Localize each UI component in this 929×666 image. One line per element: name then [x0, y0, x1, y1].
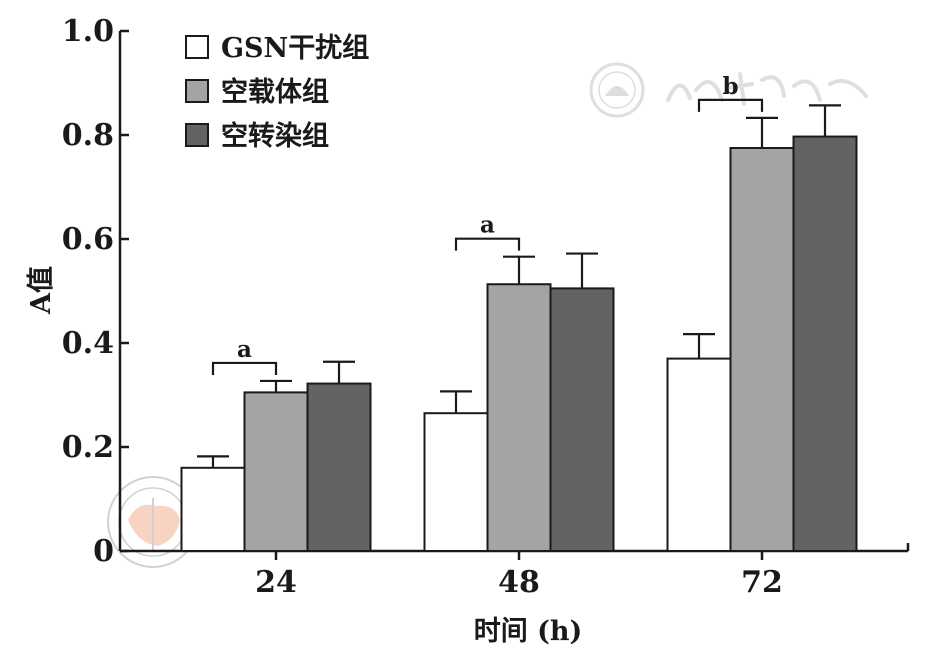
- y-tick-label: 0.8: [62, 118, 114, 153]
- plot-area: 0 0.2 0.4 0.6 0.8 1.0 24 a 48 a 72 b: [62, 14, 910, 600]
- legend-swatch-gsn: [185, 35, 209, 59]
- legend-label-empty-vector: 空载体组: [221, 76, 329, 108]
- significance-label: b: [722, 73, 738, 100]
- x-tick-label: 24: [255, 565, 297, 600]
- significance-label: a: [480, 212, 495, 239]
- x-axis-title: 时间 (h): [474, 616, 583, 647]
- significance-bracket: [697, 98, 764, 112]
- y-tick-label: 0: [93, 534, 114, 569]
- legend-item-empty-vector: 空载体组: [185, 76, 329, 108]
- watermark-seal-top: [589, 62, 645, 118]
- legend-swatch-mock-transfection: [185, 123, 209, 147]
- bar: [180, 466, 246, 552]
- y-tick-label: 0.4: [62, 326, 114, 361]
- significance-label: a: [237, 336, 252, 363]
- watermark-text-top: [666, 72, 868, 106]
- legend-label-gsn: GSN干扰组: [221, 32, 369, 64]
- legend-label-mock-transfection: 空转染组: [221, 120, 329, 152]
- legend-swatch-empty-vector: [185, 79, 209, 103]
- x-tick-label: 48: [498, 565, 540, 600]
- legend-item-mock-transfection: 空转染组: [185, 120, 329, 152]
- x-tick-label: 72: [741, 565, 783, 600]
- bar: [666, 357, 732, 552]
- bar: [486, 283, 552, 552]
- legend: GSN干扰组 空载体组 空转染组: [185, 32, 369, 152]
- y-tick-label: 1.0: [62, 14, 114, 49]
- y-axis-title: A值: [26, 266, 57, 315]
- bar: [792, 135, 858, 552]
- significance-bracket: [454, 237, 521, 251]
- y-tick-label: 0.2: [62, 430, 114, 465]
- bar: [549, 287, 615, 552]
- y-tick-label: 0.6: [62, 222, 114, 257]
- bar: [423, 412, 489, 553]
- bar: [243, 391, 309, 552]
- legend-item-gsn: GSN干扰组: [185, 32, 369, 64]
- bar: [729, 147, 795, 552]
- bar: [306, 382, 372, 552]
- significance-bracket: [211, 361, 278, 375]
